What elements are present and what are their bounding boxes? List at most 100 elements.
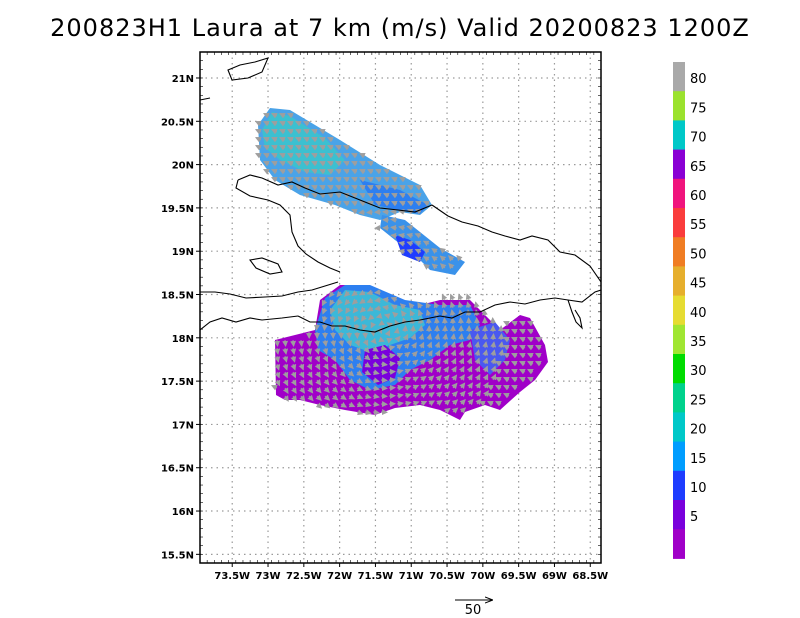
wind-arrow — [458, 357, 465, 365]
wind-arrow — [278, 113, 286, 119]
wind-arrow — [388, 352, 396, 359]
wind-arrow — [449, 309, 456, 317]
wind-arrow — [290, 379, 297, 387]
wind-arrow — [490, 341, 497, 349]
wind-arrow — [329, 323, 336, 331]
wind-arrow — [342, 161, 350, 167]
wind-arrow — [274, 339, 281, 347]
wind-arrow — [372, 377, 380, 384]
wind-arrow — [510, 337, 518, 343]
colorbar-label: 10 — [690, 481, 707, 496]
wind-arrow — [356, 385, 364, 392]
wind-arrow — [414, 240, 422, 247]
wind-arrow — [390, 296, 398, 303]
wind-arrow — [366, 201, 374, 207]
colorbar-label: 5 — [690, 510, 698, 525]
wind-arrow — [290, 355, 297, 363]
wind-arrow — [398, 177, 406, 183]
wind-arrow — [307, 379, 313, 386]
wind-arrow — [441, 317, 448, 325]
wind-arrow — [380, 353, 388, 360]
wind-arrow — [458, 365, 465, 373]
wind-arrow — [321, 307, 328, 315]
wind-arrow — [465, 301, 472, 309]
wind-arrow — [449, 301, 456, 309]
wind-arrow — [482, 349, 489, 357]
wind-arrow — [270, 177, 278, 183]
colorbar-label: 35 — [690, 335, 707, 350]
wind-arrow — [422, 201, 430, 207]
wind-arrow — [322, 363, 329, 371]
wind-arrow — [449, 293, 456, 301]
wind-arrow — [356, 393, 364, 400]
wind-arrow — [443, 366, 450, 373]
wind-arrow — [270, 153, 278, 159]
wind-arrow — [306, 363, 313, 371]
wind-arrow — [382, 304, 390, 311]
wind-arrow — [363, 346, 370, 354]
wind-arrow — [420, 400, 428, 407]
wind-arrow — [262, 153, 270, 159]
wind-arrow — [358, 153, 366, 159]
wind-arrow — [451, 390, 458, 398]
lon-tick-label: 73W — [256, 571, 281, 582]
wind-arrow — [443, 382, 450, 390]
wind-arrow — [326, 185, 334, 191]
wind-arrow — [322, 347, 329, 355]
wind-arrow — [466, 365, 473, 373]
axis-ticks: 21N 20.5N 20N 19.5N 19N 18.5N 18N 17.5N 17N 16.5N… — [161, 52, 608, 582]
colorbar-label: 60 — [690, 189, 707, 204]
wind-arrow — [428, 392, 435, 398]
wind-arrow — [428, 400, 436, 407]
colorbar-label: 80 — [690, 72, 707, 87]
wind-arrow — [310, 145, 318, 151]
wind-arrow — [406, 248, 414, 255]
lon-tick-label: 71.5W — [358, 571, 394, 582]
wind-arrow — [435, 366, 442, 374]
wind-arrow — [431, 263, 439, 270]
wind-arrow — [358, 161, 366, 167]
wind-arrow — [356, 401, 364, 408]
lat-tick-label: 17N — [172, 420, 194, 431]
wind-arrow — [420, 375, 427, 382]
wind-arrow — [442, 341, 449, 349]
wind-arrow — [494, 377, 502, 383]
colorbar-segment — [673, 178, 685, 209]
wind-arrow — [366, 177, 374, 183]
wind-arrow — [382, 177, 390, 183]
wind-arrow — [314, 363, 321, 371]
wind-arrow — [427, 375, 435, 382]
wind-arrow — [326, 153, 334, 159]
wind-arrow — [375, 312, 383, 319]
wind-arrow — [358, 209, 366, 216]
wind-arrow — [396, 400, 404, 407]
wind-arrow — [315, 386, 322, 394]
wind-arrow — [434, 341, 441, 349]
wind-arrow — [366, 185, 374, 191]
wind-arrow — [502, 361, 510, 367]
wind-arrow — [314, 355, 321, 363]
colorbar-label: 55 — [690, 218, 707, 233]
wind-arrow — [390, 185, 398, 191]
wind-arrow — [410, 333, 417, 341]
colorbar-segment — [673, 441, 685, 472]
wind-arrow — [270, 161, 278, 167]
wind-arrow — [490, 357, 497, 365]
wind-arrow — [323, 378, 330, 386]
wind-arrow — [456, 254, 463, 262]
wind-arrow — [518, 321, 526, 327]
wind-arrow — [526, 369, 534, 375]
wind-arrow — [473, 301, 480, 309]
wind-arrow — [331, 370, 338, 378]
wind-arrow — [336, 290, 343, 298]
wind-arrow — [340, 394, 347, 400]
wind-arrow — [368, 314, 375, 321]
wind-arrow — [302, 121, 310, 127]
wind-arrow — [302, 137, 310, 143]
wind-arrow — [398, 193, 406, 199]
wind-arrow — [298, 379, 305, 387]
wind-arrow — [299, 394, 306, 402]
lat-tick-label: 17.5N — [161, 377, 194, 388]
wind-arrow — [298, 339, 305, 347]
wind-arrow — [465, 309, 472, 317]
